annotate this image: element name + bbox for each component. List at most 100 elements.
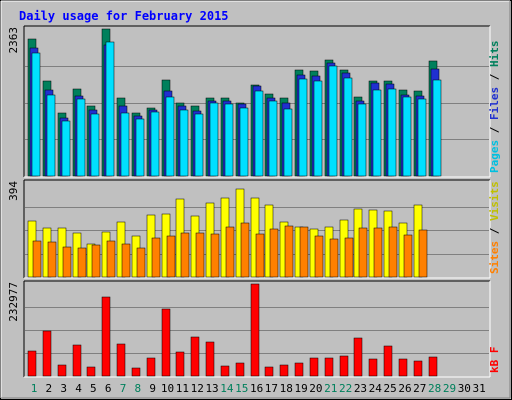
legend-entry: / [488, 221, 501, 241]
bar-visits-sites-day-18 [284, 225, 294, 278]
x-tick-label: 14 [220, 382, 234, 395]
x-tick-label: 18 [280, 382, 293, 395]
x-tick-label: 3 [60, 382, 67, 395]
x-tick-label: 1 [31, 382, 38, 395]
legend-entry: kB F [488, 347, 501, 374]
bar-visits-sites-day-13 [210, 233, 220, 278]
bar-kbytes-kb-f-day-10 [161, 308, 171, 377]
x-tick-label: 7 [120, 382, 127, 395]
bar-visits-sites-day-9 [151, 237, 161, 278]
bar-hits-pages-day-26 [402, 96, 412, 177]
bar-kbytes-kb-f-day-5 [86, 366, 96, 377]
x-tick-label: 13 [205, 382, 218, 395]
bar-hits-pages-day-22 [343, 77, 353, 177]
x-tick-label: 19 [294, 382, 307, 395]
x-tick-label: 17 [265, 382, 278, 395]
bar-visits-sites-day-2 [47, 241, 57, 278]
bar-kbytes-kb-f-day-14 [220, 365, 230, 377]
bar-kbytes-kb-f-day-2 [42, 330, 52, 377]
bar-hits-pages-day-12 [194, 113, 204, 177]
legend-entry: / [488, 67, 501, 87]
bar-visits-sites-day-25 [388, 226, 398, 278]
bar-visits-sites-day-23 [358, 227, 368, 278]
x-tick-label: 4 [75, 382, 82, 395]
chart-title: Daily usage for February 2015 [19, 9, 229, 23]
bar-hits-pages-day-18 [283, 108, 293, 177]
x-tick-label: 2 [46, 382, 53, 395]
bar-kbytes-kb-f-day-12 [190, 336, 200, 377]
bar-visits-sites-day-4 [77, 247, 87, 278]
bar-hits-pages-day-2 [46, 94, 56, 177]
panel-max-label: 232977 [7, 282, 20, 322]
x-tick-label: 11 [176, 382, 189, 395]
bar-hits-pages-day-15 [239, 107, 249, 177]
legend-entry: / [488, 120, 501, 140]
bar-hits-pages-day-19 [298, 78, 308, 177]
bar-kbytes-kb-f-day-15 [235, 362, 245, 377]
bar-visits-sites-day-10 [166, 235, 176, 278]
x-tick-label: 12 [191, 382, 204, 395]
x-tick-label: 23 [354, 382, 367, 395]
x-tick-label: 24 [369, 382, 383, 395]
bar-hits-pages-day-17 [268, 100, 278, 177]
legend-entry: Hits [488, 41, 501, 68]
bar-hits-pages-day-11 [179, 109, 189, 177]
bar-visits-sites-day-12 [195, 232, 205, 278]
x-tick-label: 27 [413, 382, 426, 395]
bar-kbytes-kb-f-day-28 [428, 356, 438, 377]
x-tick-label: 30 [458, 382, 471, 395]
panel-axis-label: Sites / Visits [488, 181, 501, 274]
bar-hits-pages-day-13 [209, 102, 219, 177]
legend-entry: Sites [488, 241, 501, 274]
x-axis-day-labels: 1 2 3 4 5 6 7 8 9 10 11 12 13 14 15 16 17 18 19 20 21 22 23 24 2… [31, 382, 486, 395]
x-tick-label: 28 [428, 382, 441, 395]
x-tick-label: 10 [161, 382, 174, 395]
x-tick-label: 5 [90, 382, 97, 395]
bar-kbytes-kb-f-day-17 [264, 366, 274, 377]
bar-visits-sites-day-20 [314, 235, 324, 278]
panel-kbytes: 232977 kB F [7, 280, 501, 378]
bar-kbytes-kb-f-day-19 [294, 362, 304, 377]
bar-kbytes-kb-f-day-26 [398, 358, 408, 377]
x-tick-label: 6 [105, 382, 112, 395]
bar-visits-sites-day-5 [91, 244, 101, 278]
bar-visits-sites-day-1 [32, 240, 42, 278]
bar-visits-sites-day-15 [240, 222, 250, 278]
bar-kbytes-kb-f-day-13 [205, 341, 215, 377]
bar-kbytes-kb-f-day-20 [309, 357, 319, 377]
x-tick-label: 15 [235, 382, 248, 395]
bar-kbytes-kb-f-day-18 [279, 364, 289, 377]
bar-hits-pages-day-21 [328, 65, 338, 177]
bar-visits-sites-day-24 [373, 227, 383, 278]
bar-visits-sites-day-17 [269, 228, 279, 278]
bar-hits-pages-day-5 [90, 113, 100, 177]
bar-hits-pages-day-27 [417, 98, 427, 177]
bar-kbytes-kb-f-day-25 [383, 345, 393, 377]
bar-kbytes-kb-f-day-7 [116, 343, 126, 377]
panel-hits: 2363 Pages / Files / Hits [7, 25, 501, 178]
panel-axis-label: Pages / Files / Hits [488, 41, 501, 174]
bar-visits-sites-day-11 [180, 232, 190, 278]
bar-hits-pages-day-4 [76, 98, 86, 177]
panel-max-label: 394 [7, 181, 20, 201]
x-tick-label: 16 [250, 382, 263, 395]
bar-kbytes-kb-f-day-1 [27, 350, 37, 377]
x-tick-label: 20 [309, 382, 322, 395]
bar-kbytes-kb-f-day-3 [57, 364, 67, 377]
bar-visits-sites-day-27 [418, 229, 428, 278]
bar-hits-pages-day-10 [165, 96, 175, 177]
bar-kbytes-kb-f-day-9 [146, 357, 156, 377]
bar-hits-pages-day-14 [224, 103, 234, 177]
x-tick-label: 31 [473, 382, 486, 395]
bar-visits-sites-day-6 [106, 240, 116, 278]
bar-visits-sites-day-22 [344, 237, 354, 278]
bar-hits-pages-day-8 [135, 118, 145, 177]
x-tick-label: 8 [135, 382, 142, 395]
bar-kbytes-kb-f-day-11 [175, 351, 185, 377]
panel-visits: 394 Sites / Visits [7, 179, 501, 279]
bar-kbytes-kb-f-day-8 [131, 367, 141, 377]
legend-entry: Pages [488, 140, 501, 173]
x-tick-label: 25 [384, 382, 397, 395]
x-tick-label: 9 [149, 382, 156, 395]
